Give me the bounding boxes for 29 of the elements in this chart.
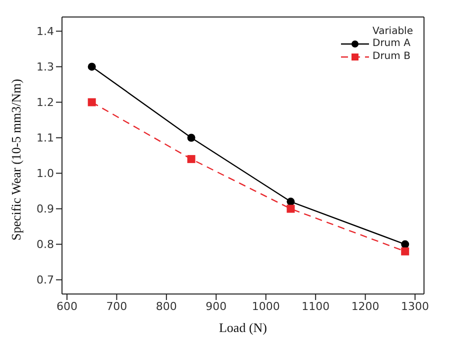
x-tick-label: 600: [56, 300, 78, 313]
x-tick-label: 900: [206, 300, 227, 313]
point: [286, 204, 295, 213]
point: [88, 98, 96, 106]
legend-title: Variable: [372, 26, 413, 37]
x-tick-label: 1100: [302, 300, 330, 313]
point: [401, 247, 410, 256]
point: [187, 155, 196, 164]
point: [187, 134, 196, 142]
x-tick-label: 1300: [401, 300, 430, 313]
y-tick-label: 1.1: [36, 132, 54, 145]
y-tick-label: 1.4: [36, 25, 54, 38]
legend-label: Drum A: [372, 38, 410, 49]
y-tick-label: 1.2: [36, 96, 54, 110]
point: [401, 240, 410, 248]
point: [286, 198, 295, 206]
y-tick-label: 0.9: [36, 202, 54, 216]
x-axis-title: Load (N): [218, 320, 268, 335]
y-tick-label: 1.3: [36, 60, 54, 74]
y-tick-label: 1.0: [36, 167, 54, 180]
legend-label: Drum B: [372, 51, 410, 62]
x-tick-label: 700: [106, 300, 128, 313]
x-tick-label: 800: [156, 300, 177, 313]
point: [88, 62, 96, 71]
y-axis-title: Specific Wear (10-5 mm3/Nm): [8, 78, 24, 240]
y-tick-label: 0.7: [36, 274, 54, 287]
x-tick-label: 1200: [351, 300, 380, 313]
y-tick-label: 0.8: [36, 238, 54, 252]
x-tick-label: 1000: [252, 300, 280, 313]
